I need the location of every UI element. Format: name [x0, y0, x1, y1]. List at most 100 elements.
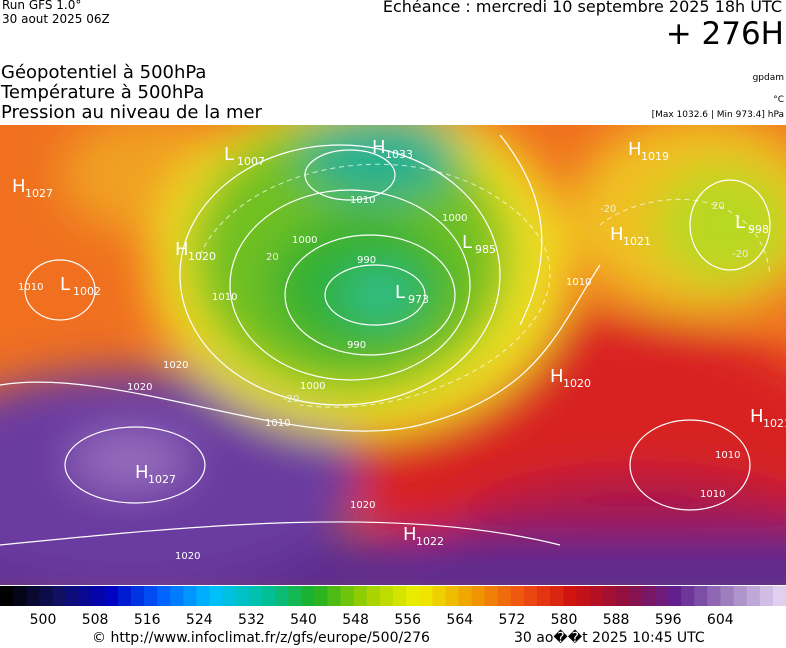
isobar-label: 1010 [566, 277, 591, 288]
pressure-center: H [550, 366, 564, 387]
colorbar-swatch [681, 586, 695, 606]
colorbar-swatch [288, 586, 302, 606]
pressure-center-value: 1019 [641, 150, 669, 163]
pressure-center-value: 1020 [563, 377, 591, 390]
colorbar-swatch [379, 586, 394, 606]
colorbar-swatch [563, 586, 577, 606]
isobar-label: 1010 [212, 292, 237, 303]
colorbar-swatch [746, 586, 761, 606]
colorbar-swatch [393, 586, 407, 606]
colorbar-swatch [615, 586, 630, 606]
colorbar-swatch [196, 586, 211, 606]
colorbar-swatch [78, 586, 93, 606]
pressure-center: L [60, 274, 70, 295]
colorbar-label: 508 [82, 612, 109, 628]
colorbar-swatch [183, 586, 197, 606]
colorbar-swatch [772, 586, 786, 606]
pressure-center-value: 1027 [25, 187, 53, 200]
colorbar-swatch [170, 586, 184, 606]
pressure-center: H [372, 137, 386, 158]
colorbar-swatch [602, 586, 617, 606]
pressure-center-value: 985 [475, 243, 496, 256]
colorbar-swatch [262, 586, 276, 606]
colorbar-swatch [668, 586, 682, 606]
pressure-center-value: 1020 [188, 250, 216, 263]
colorbar-label: 580 [551, 612, 578, 628]
colorbar-swatch [157, 586, 171, 606]
pressure-center: L [735, 212, 745, 233]
isotherm-label: -20 [732, 249, 748, 260]
pressure-center-value: 1033 [385, 148, 413, 161]
field-shading [0, 125, 786, 585]
colorbar-swatch [39, 586, 53, 606]
pressure-center: H [175, 239, 189, 260]
colorbar-swatch [720, 586, 735, 606]
isobars [0, 134, 771, 546]
colorbar-swatch [733, 586, 748, 606]
pressure-center: H [628, 139, 642, 160]
pressure-center-value: 1002 [73, 285, 101, 298]
pressure-center-value: 1021 [763, 417, 786, 430]
isobar-label: 1020 [127, 382, 152, 393]
isobar-label: 990 [347, 340, 366, 351]
colorbar-swatch [576, 586, 590, 606]
colorbar-swatch [275, 586, 289, 606]
colorbar-label: 556 [394, 612, 421, 628]
colorbar-swatch [0, 586, 14, 606]
colorbar-swatch [91, 586, 106, 606]
colorbar-swatch [445, 586, 459, 606]
colorbar-swatch [353, 586, 368, 606]
colorbar-swatch [628, 586, 643, 606]
colorbar-swatch [104, 586, 119, 606]
unit: [Max 1032.6 | Min 973.4] hPa [651, 110, 784, 120]
colorbar-swatch [209, 586, 224, 606]
field: Pression au niveau de la mer [1, 102, 262, 123]
pressure-center: L [462, 232, 472, 253]
colorbar-label: 572 [499, 612, 526, 628]
colorbar-label: 548 [342, 612, 369, 628]
colorbar-swatch [471, 586, 486, 606]
isotherm-label: 20 [266, 252, 279, 263]
colorbar-swatch [235, 586, 250, 606]
pressure-center: H [403, 524, 417, 545]
pressure-center: L [224, 144, 234, 165]
colorbar-swatch [366, 586, 381, 606]
colorbar-swatch [13, 586, 27, 606]
colorbar-swatch [144, 586, 158, 606]
field: Température à 500hPa [1, 82, 205, 103]
pressure-center: H [750, 406, 764, 427]
colorbar-swatch [694, 586, 708, 606]
footer-source: © http://www.infoclimat.fr/z/gfs/europe/… [92, 630, 430, 646]
isobar-label: 1010 [265, 418, 290, 429]
colorbar-swatch [406, 586, 420, 606]
pressure-center-value: 973 [408, 293, 429, 306]
colorbar-swatch [314, 586, 328, 606]
colorbar-swatch [26, 586, 40, 606]
colorbar-swatch [327, 586, 342, 606]
colorbar-swatch [497, 586, 512, 606]
isobar-label: 1010 [700, 489, 725, 500]
isotherm-label: 20 [712, 201, 725, 212]
colorbar-swatch [537, 586, 551, 606]
colorbar-swatch [301, 586, 315, 606]
colorbar-swatch [419, 586, 433, 606]
isobar-label: 990 [357, 255, 376, 266]
colorbar-swatch [484, 586, 499, 606]
colorbar-swatch [589, 586, 604, 606]
colorbar-label: 524 [186, 612, 213, 628]
colorbar-label: 540 [290, 612, 317, 628]
colorbar-swatch [707, 586, 721, 606]
isotherms [199, 163, 771, 408]
isobar-label: 1020 [350, 500, 375, 511]
pressure-center-value: 1007 [237, 155, 265, 168]
colorbar-label: 532 [238, 612, 265, 628]
run: Run GFS 1.0° [2, 0, 82, 12]
isobar-label: 1020 [163, 360, 188, 371]
colorbar-label: 604 [707, 612, 734, 628]
pressure-center-value: 1027 [148, 473, 176, 486]
colorbar-swatch [458, 586, 473, 606]
isotherm-label: -20 [600, 204, 616, 215]
colorbar-swatch [524, 586, 538, 606]
colorbar-swatch [65, 586, 80, 606]
